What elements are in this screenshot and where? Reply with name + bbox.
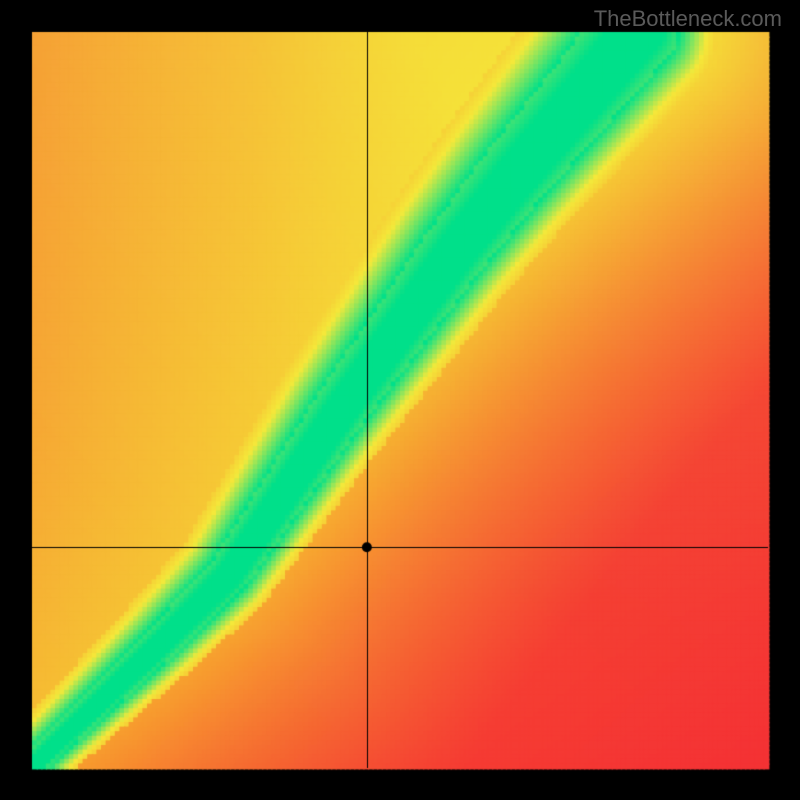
chart-container: TheBottleneck.com	[0, 0, 800, 800]
heatmap-canvas	[0, 0, 800, 800]
watermark-text: TheBottleneck.com	[594, 6, 782, 32]
